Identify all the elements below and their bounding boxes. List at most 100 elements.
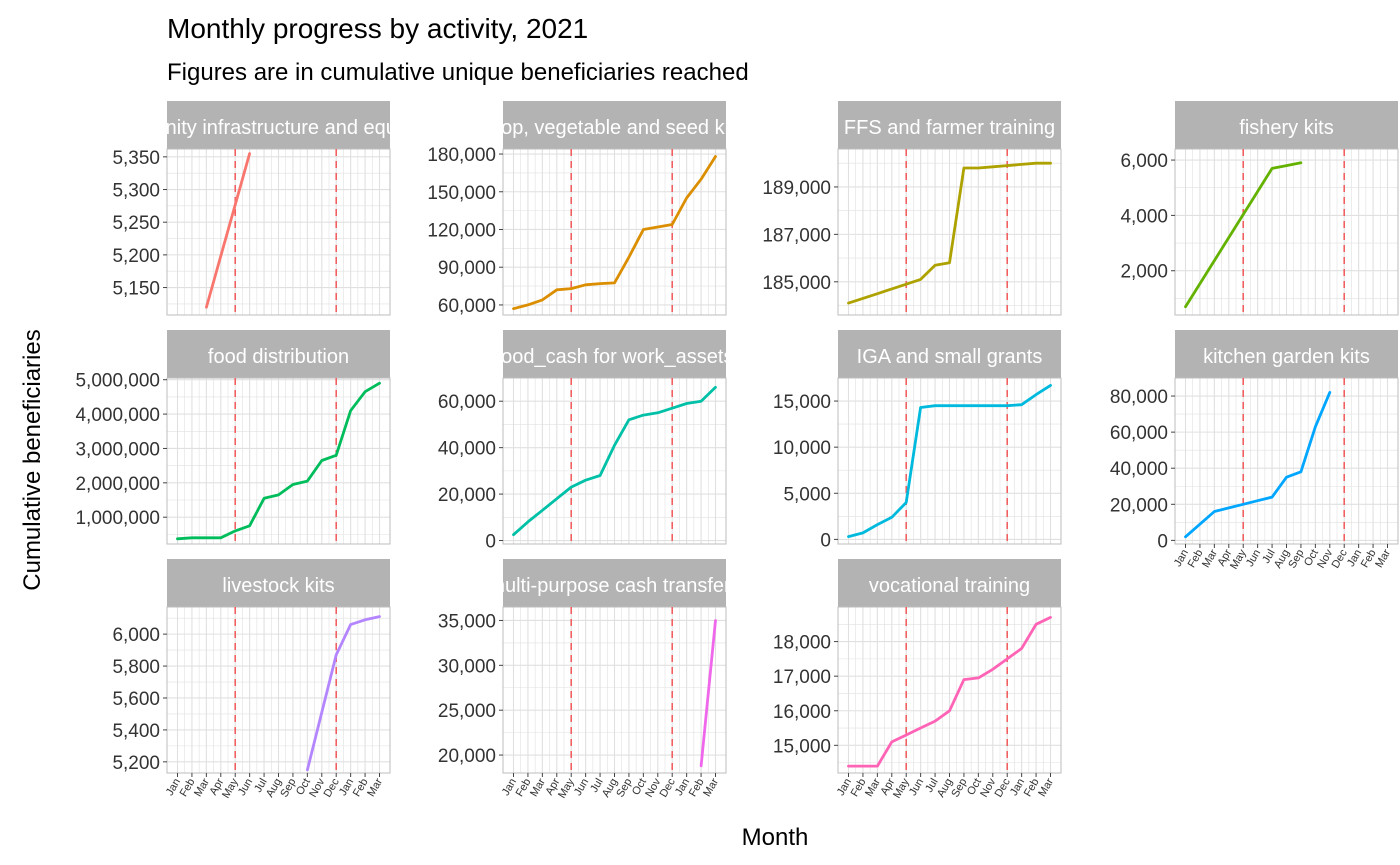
panel-border [166, 148, 391, 316]
facet-strip [167, 330, 390, 378]
y-tick-label: 2,000,000 [75, 474, 160, 495]
facet-strip-label: FFS and farmer training [844, 117, 1055, 139]
y-tick-label: 5,350 [112, 148, 160, 169]
y-tick-label: 0 [485, 532, 496, 553]
facet-panel: multi-purpose cash transfers 20,000 25,000… [438, 559, 740, 800]
y-tick-label: 120,000 [427, 220, 496, 241]
series-line [699, 619, 717, 768]
facet-strip-label: multi-purpose cash transfers [488, 575, 740, 597]
facet-panels: community infrastructure and equipment 5,… [75, 101, 1399, 800]
chart-title: Monthly progress by activity, 2021 [167, 13, 588, 44]
y-tick-label: 20,000 [438, 485, 496, 506]
series-line [512, 385, 717, 537]
y-tick-label: 18,000 [773, 633, 831, 654]
facet-strip [838, 559, 1061, 607]
y-tick-label: 5,250 [112, 213, 160, 234]
y-tick-label: 80,000 [1110, 387, 1168, 408]
y-tick-label: 5,000 [783, 484, 831, 505]
series-line [847, 384, 1052, 538]
y-tick-label: 0 [1157, 531, 1168, 552]
y-tick-label: 35,000 [438, 611, 496, 632]
y-tick-label: 4,000 [1120, 206, 1168, 227]
facet-panel: IGA and small grants 0 5,000 10,000 15,000 [773, 330, 1062, 551]
facet-strip [503, 330, 726, 378]
facet-strip-label: livestock kits [222, 575, 334, 597]
y-tick-label: 40,000 [1110, 459, 1168, 480]
facet-panel: FFS and farmer training 185,000 187,000 189… [762, 101, 1062, 316]
y-tick-label: 4,000,000 [75, 405, 160, 426]
y-tick-label: 5,300 [112, 181, 160, 202]
y-tick-label: 25,000 [438, 701, 496, 722]
facet-strip [167, 101, 390, 149]
panel-border [837, 148, 1062, 316]
y-tick-label: 189,000 [762, 178, 831, 199]
y-tick-label: 5,800 [112, 657, 160, 678]
y-tick-label: 30,000 [438, 656, 496, 677]
facet-strip-label: crop, vegetable and seed kits [484, 117, 744, 139]
y-tick-label: 60,000 [438, 296, 496, 317]
facet-panel: food_cash for work_assets 0 20,000 40,000 60… [438, 330, 734, 553]
y-tick-label: 2,000 [1120, 262, 1168, 283]
panel-border [837, 377, 1062, 545]
series-line [306, 615, 381, 772]
y-tick-label: 6,000 [112, 625, 160, 646]
facet-strip-label: kitchen garden kits [1203, 346, 1370, 368]
facet-strip [167, 559, 390, 607]
y-tick-label: 1,000,000 [75, 508, 160, 529]
series-line [1184, 391, 1332, 539]
panel-border [166, 377, 391, 545]
panel-border [502, 377, 727, 545]
facet-strip [1175, 330, 1398, 378]
chart-subtitle: Figures are in cumulative unique benefic… [167, 59, 749, 86]
y-tick-label: 3,000,000 [75, 439, 160, 460]
y-tick-label: 15,000 [773, 736, 831, 757]
x-tick-label: Mar [1373, 547, 1393, 570]
series-line [1184, 161, 1303, 309]
y-tick-label: 16,000 [773, 702, 831, 723]
series-line [847, 616, 1052, 768]
facet-strip [503, 559, 726, 607]
x-tick-label: Mar [701, 776, 721, 799]
facet-panel: vocational training 15,000 16,000 17,000 18,… [773, 559, 1062, 800]
y-tick-label: 5,400 [112, 721, 160, 742]
facet-strip [838, 330, 1061, 378]
facet-strip-label: IGA and small grants [857, 346, 1043, 368]
facet-panel: food distribution 1,000,000 2,000,000 3,000… [75, 330, 391, 545]
x-tick-label: Mar [365, 776, 385, 799]
facet-strip-label: vocational training [869, 575, 1030, 597]
facet-panel: community infrastructure and equipment 5,… [100, 101, 457, 316]
panel-border [502, 148, 727, 316]
y-axis-label: Cumulative beneficiaries [19, 329, 46, 590]
y-tick-label: 15,000 [773, 392, 831, 413]
y-tick-label: 20,000 [1110, 495, 1168, 516]
y-tick-label: 10,000 [773, 438, 831, 459]
y-tick-label: 90,000 [438, 258, 496, 279]
facet-panel: livestock kits5,2005,4005,6005,8006,000J… [112, 559, 391, 800]
y-tick-label: 20,000 [438, 746, 496, 767]
y-tick-label: 5,200 [112, 246, 160, 267]
facet-panel: kitchen garden kits 0 20,000 40,000 60,000 80… [1110, 330, 1399, 571]
facet-strip-label: food distribution [208, 346, 349, 368]
series-line [205, 152, 251, 309]
y-tick-label: 60,000 [438, 392, 496, 413]
facet-panel: fishery kits 2,000 4,000 6,000 [1120, 101, 1399, 316]
y-tick-label: 185,000 [762, 273, 831, 294]
facet-strip-label: community infrastructure and equipment [100, 117, 457, 139]
series-line [512, 155, 717, 311]
y-tick-label: 17,000 [773, 667, 831, 688]
y-tick-label: 5,600 [112, 689, 160, 710]
y-tick-label: 150,000 [427, 183, 496, 204]
facet-strip-label: food_cash for work_assets [496, 346, 734, 368]
series-line [847, 161, 1052, 305]
y-tick-label: 180,000 [427, 145, 496, 166]
series-line [176, 381, 381, 541]
y-tick-label: 0 [820, 530, 831, 551]
x-axis-label: Month [742, 824, 809, 851]
y-tick-label: 60,000 [1110, 423, 1168, 444]
y-tick-label: 187,000 [762, 225, 831, 246]
panel-border [1174, 148, 1399, 316]
facet-strip [503, 101, 726, 149]
y-tick-label: 5,200 [112, 753, 160, 774]
facet-strip-label: fishery kits [1239, 117, 1333, 139]
